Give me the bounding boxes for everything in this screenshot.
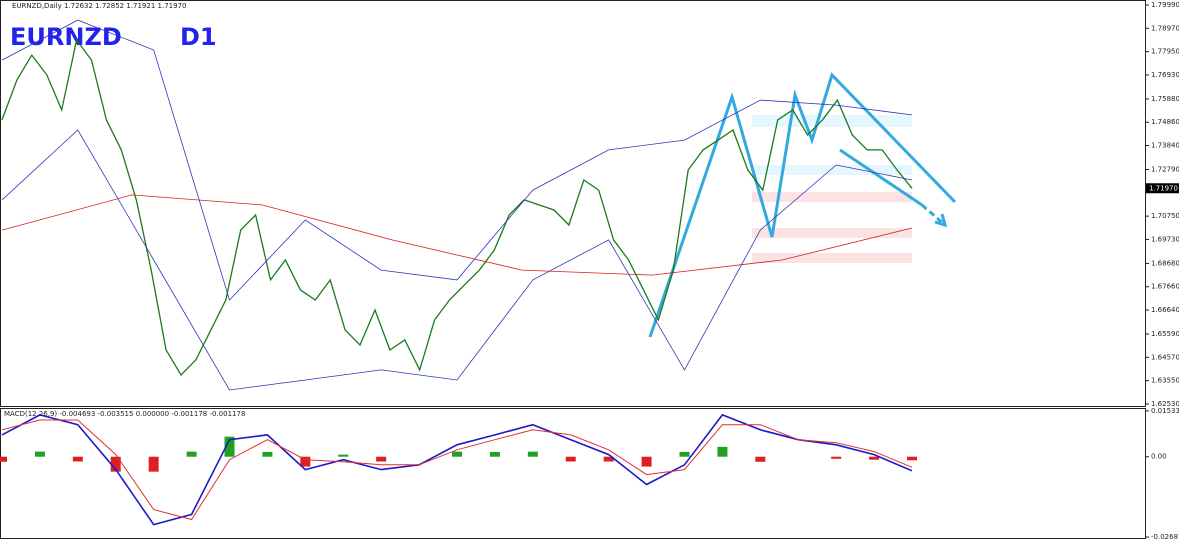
y-tick-label: 0.00 xyxy=(1151,453,1167,461)
y-tick-label: 1.73840 xyxy=(1151,142,1179,150)
histogram-bar xyxy=(869,456,880,460)
histogram-bar xyxy=(224,436,235,457)
histogram-bar xyxy=(376,456,387,462)
histogram-bar xyxy=(831,456,842,459)
histogram-bar xyxy=(148,456,159,472)
y-tick-label: 1.66640 xyxy=(1151,306,1179,314)
price-line xyxy=(1,38,913,376)
macd-line xyxy=(1,419,913,521)
histogram-bar xyxy=(603,456,614,462)
y-tick-label: 1.67660 xyxy=(1151,283,1179,291)
y-tick-label: 1.74860 xyxy=(1151,118,1179,126)
histogram-bar xyxy=(0,456,7,462)
macd-title: MACD(12,26,9) -0.004693 -0.003515 0.0000… xyxy=(4,410,245,418)
y-tick-label: 1.65590 xyxy=(1151,330,1179,338)
y-tick-label: 1.70750 xyxy=(1151,212,1179,220)
histogram-bar xyxy=(186,451,197,457)
histogram-bar xyxy=(34,451,45,457)
annotation-arrows xyxy=(648,72,957,338)
histogram-bar xyxy=(489,451,500,457)
histogram-bar xyxy=(452,451,462,457)
header: EURNZD,Daily 1.72632 1.72852 1.71921 1.7… xyxy=(12,2,186,10)
histogram-bar xyxy=(338,454,349,457)
current-price-box xyxy=(1146,183,1179,194)
current-price-label: 1.71970 xyxy=(1149,184,1178,192)
price-line xyxy=(1,19,913,301)
timeframe: D1 xyxy=(180,23,217,51)
price-frame xyxy=(0,0,1146,407)
histogram-bar xyxy=(755,456,766,462)
histogram-bar xyxy=(72,456,83,462)
macd-line xyxy=(1,413,913,526)
histogram-bar xyxy=(262,451,273,457)
histogram-bar xyxy=(527,451,538,457)
histogram-bar xyxy=(641,456,652,467)
zones xyxy=(752,115,912,263)
y-tick-label: 1.68680 xyxy=(1151,259,1179,267)
y-tick-label: 1.62530 xyxy=(1151,400,1179,408)
y-tick-label: 0.015333 xyxy=(1151,407,1179,415)
y-tick-label: -0.026875 xyxy=(1151,533,1179,539)
y-tick-label: 1.63550 xyxy=(1151,377,1179,385)
histogram-bar xyxy=(110,456,121,472)
y-tick-label: 1.64570 xyxy=(1151,353,1179,361)
y-tick-label: 1.72790 xyxy=(1151,166,1179,174)
histogram-bar xyxy=(907,456,917,461)
price-line xyxy=(1,129,913,391)
price-line xyxy=(1,194,913,276)
y-tick-label: 1.79990 xyxy=(1151,1,1179,9)
y-tick-label: 1.76930 xyxy=(1151,71,1179,79)
y-tick-label: 1.78970 xyxy=(1151,24,1179,32)
histogram-bar xyxy=(300,456,311,467)
histogram-bar xyxy=(565,456,576,462)
histogram-bar xyxy=(679,451,690,457)
histogram-bar xyxy=(717,446,728,457)
y-tick-label: 1.77950 xyxy=(1151,48,1179,56)
y-tick-label: 1.75880 xyxy=(1151,95,1179,103)
y-tick-label: 1.69730 xyxy=(1151,235,1179,243)
